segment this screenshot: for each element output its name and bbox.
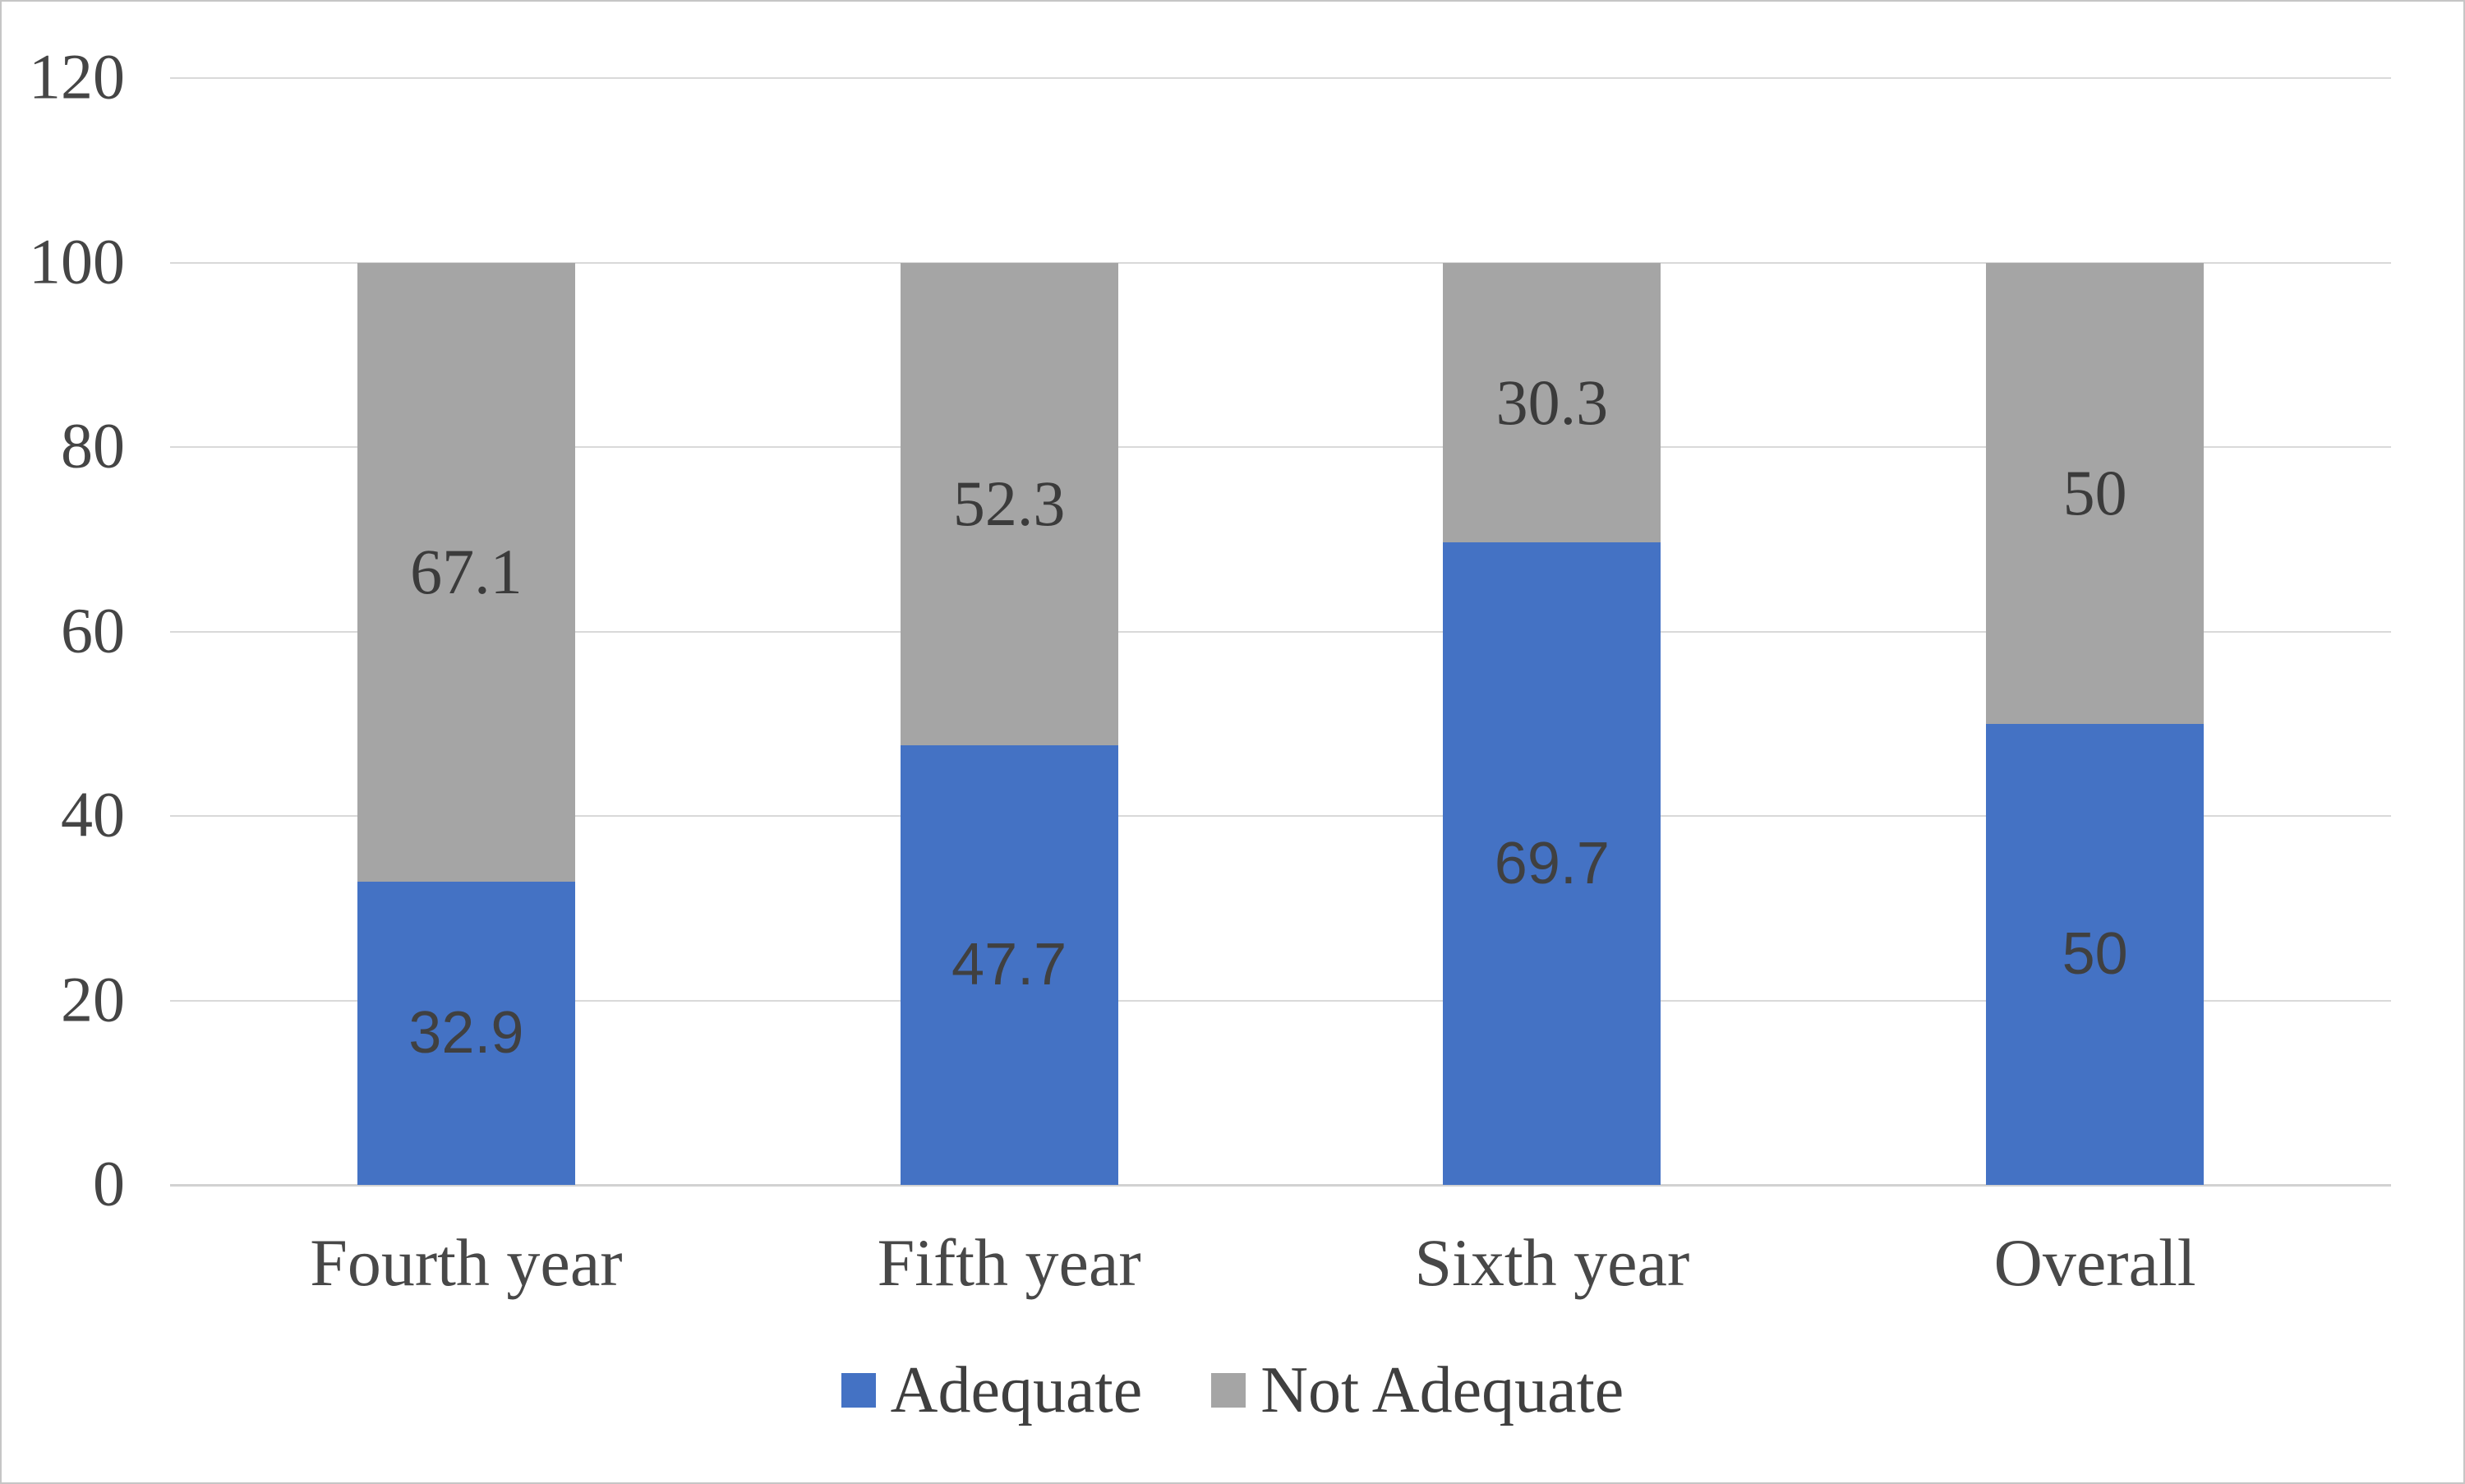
y-axis-tick-label: 120 — [29, 40, 125, 113]
gridline — [170, 77, 2391, 79]
x-axis-baseline — [170, 1184, 2391, 1187]
gridline — [170, 630, 2391, 633]
bar-segment-not-adequate-overall — [1986, 262, 2205, 724]
data-label-not-adequate-fourth-year: 67.1 — [410, 536, 523, 608]
data-label-adequate-overall: 50 — [2062, 921, 2128, 988]
bar-segment-adequate-fifth-year — [900, 744, 1118, 1185]
x-axis-label-fifth-year: Fifth year — [877, 1225, 1141, 1300]
y-axis-tick-label: 100 — [29, 224, 125, 297]
gridline — [170, 999, 2391, 1002]
y-axis-tick-label: 80 — [61, 409, 125, 482]
y-axis-tick-label: 20 — [61, 962, 125, 1035]
y-axis-tick-label: 60 — [61, 593, 125, 666]
y-axis-tick-label: 0 — [93, 1147, 125, 1219]
bar-segment-not-adequate-fourth-year — [357, 262, 575, 882]
gridline — [170, 815, 2391, 817]
plot-area: 32.9 67.1 47.7 52.3 69.7 30.3 50 50 — [170, 77, 2391, 1187]
bar-segment-adequate-fourth-year — [357, 881, 575, 1185]
bar-segment-not-adequate-fifth-year — [900, 262, 1118, 745]
y-axis-tick-label: 40 — [61, 778, 125, 850]
legend: Adequate Not Adequate — [2, 1349, 2463, 1431]
legend-label-adequate: Adequate — [890, 1354, 1143, 1426]
gridline — [170, 446, 2391, 448]
legend-swatch-adequate — [841, 1373, 876, 1408]
data-label-adequate-fifth-year: 47.7 — [951, 932, 1067, 998]
data-label-adequate-sixth-year: 69.7 — [1494, 830, 1610, 896]
legend-item-not-adequate: Not Adequate — [1211, 1357, 1624, 1423]
data-label-not-adequate-overall: 50 — [2062, 457, 2127, 529]
bar-segment-adequate-overall — [1986, 723, 2205, 1185]
data-label-not-adequate-fifth-year: 52.3 — [952, 468, 1066, 540]
data-label-not-adequate-sixth-year: 30.3 — [1495, 366, 1609, 438]
gridline — [170, 261, 2391, 264]
x-axis-label-fourth-year: Fourth year — [310, 1225, 623, 1300]
x-axis-label-overall: Overall — [1993, 1225, 2196, 1300]
data-label-adequate-fourth-year: 32.9 — [408, 1000, 524, 1067]
legend-item-adequate: Adequate — [841, 1354, 1143, 1426]
legend-swatch-not-adequate — [1211, 1373, 1246, 1408]
legend-label-not-adequate: Not Adequate — [1260, 1354, 1624, 1426]
bar-segment-adequate-sixth-year — [1443, 542, 1661, 1185]
bar-segment-not-adequate-sixth-year — [1443, 262, 1661, 542]
x-axis-label-sixth-year: Sixth year — [1414, 1225, 1690, 1300]
